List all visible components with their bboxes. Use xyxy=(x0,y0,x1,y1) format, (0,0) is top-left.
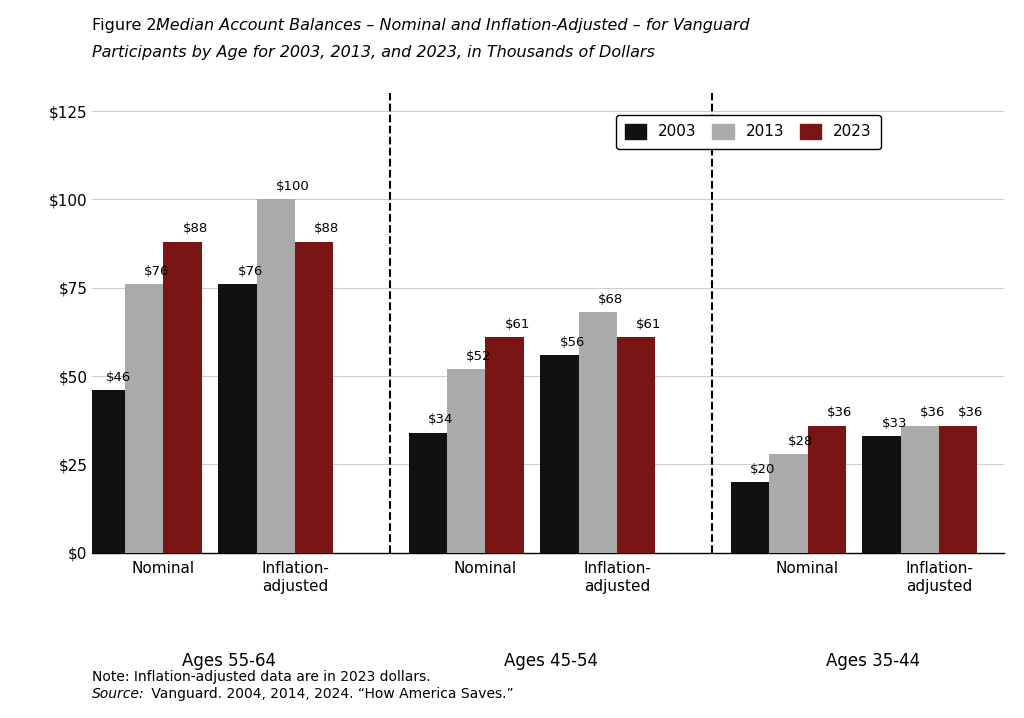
Text: $28: $28 xyxy=(788,434,814,447)
Bar xyxy=(295,242,334,553)
Text: Participants by Age for 2003, 2013, and 2023, in Thousands of Dollars: Participants by Age for 2003, 2013, and … xyxy=(92,45,655,60)
Text: $34: $34 xyxy=(428,414,454,426)
Text: $76: $76 xyxy=(144,265,170,278)
Text: Vanguard. 2004, 2014, 2024. “How America Saves.”: Vanguard. 2004, 2014, 2024. “How America… xyxy=(147,687,514,701)
Bar xyxy=(409,433,447,553)
Text: $52: $52 xyxy=(466,350,492,363)
Bar xyxy=(901,426,939,553)
Text: $36: $36 xyxy=(826,406,852,419)
Text: Ages 55-64: Ages 55-64 xyxy=(182,652,276,670)
Bar xyxy=(579,312,617,553)
Text: $36: $36 xyxy=(958,406,984,419)
Text: Ages 45-54: Ages 45-54 xyxy=(504,652,598,670)
Bar xyxy=(731,482,769,553)
Text: $88: $88 xyxy=(182,223,208,236)
Bar xyxy=(862,437,901,553)
Text: $36: $36 xyxy=(920,406,945,419)
Text: $33: $33 xyxy=(882,417,907,430)
Text: $76: $76 xyxy=(238,265,263,278)
Text: Note: Inflation-adjusted data are in 2023 dollars.: Note: Inflation-adjusted data are in 202… xyxy=(92,670,431,684)
Text: Ages 35-44: Ages 35-44 xyxy=(826,652,921,670)
Text: $20: $20 xyxy=(750,463,775,476)
Text: $100: $100 xyxy=(275,180,309,193)
Bar xyxy=(541,355,579,553)
Bar xyxy=(218,284,257,553)
Bar xyxy=(808,426,846,553)
Legend: 2003, 2013, 2023: 2003, 2013, 2023 xyxy=(615,115,881,149)
Bar xyxy=(485,337,524,553)
Text: Source:: Source: xyxy=(92,687,144,701)
Text: Median Account Balances – Nominal and Inflation-Adjusted – for Vanguard: Median Account Balances – Nominal and In… xyxy=(156,18,750,33)
Text: $46: $46 xyxy=(105,371,131,384)
Text: $56: $56 xyxy=(559,335,585,348)
Bar xyxy=(125,284,164,553)
Bar xyxy=(769,454,808,553)
Bar xyxy=(447,369,485,553)
Bar xyxy=(939,426,978,553)
Bar xyxy=(257,200,295,553)
Bar xyxy=(617,337,655,553)
Bar xyxy=(164,242,202,553)
Text: $61: $61 xyxy=(505,318,530,331)
Text: Figure 2.: Figure 2. xyxy=(92,18,167,33)
Text: $61: $61 xyxy=(636,318,662,331)
Text: $88: $88 xyxy=(314,223,339,236)
Text: $68: $68 xyxy=(598,293,624,306)
Bar xyxy=(87,391,125,553)
